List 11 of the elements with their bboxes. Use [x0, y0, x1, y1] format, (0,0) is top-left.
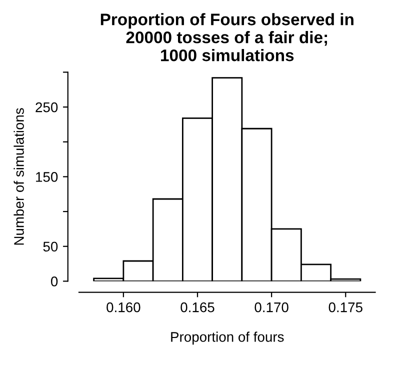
- chart-title: Proportion of Fours observed in 20000 tosses of a fair die; 1000 simulations: [100, 13, 354, 62]
- x-tick-label: 0.175: [328, 302, 362, 312]
- y-tick-label: 150: [36, 172, 58, 182]
- y-tick-label: 250: [36, 102, 58, 112]
- x-axis-title: Proportion of fours: [171, 332, 284, 345]
- y-tick-label: 0: [50, 276, 58, 286]
- x-tick-label: 0.160: [106, 302, 140, 312]
- x-tick-label: 0.165: [180, 302, 214, 312]
- y-tick-label: 50: [43, 242, 58, 252]
- x-tick-label: 0.170: [254, 302, 288, 312]
- y-axis-title: Number of simulations: [14, 108, 24, 245]
